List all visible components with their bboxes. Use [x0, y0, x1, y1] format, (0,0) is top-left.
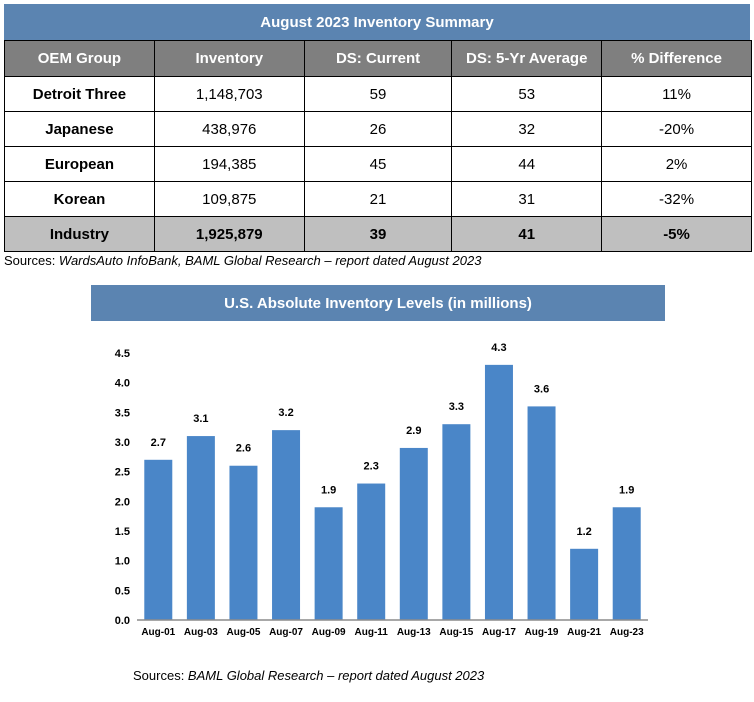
data-label: 1.9	[321, 484, 336, 496]
data-label: 2.3	[364, 461, 379, 473]
table-row: European 194,385 45 44 2%	[4, 146, 752, 182]
chart-title: U.S. Absolute Inventory Levels (in milli…	[91, 285, 665, 321]
cell-inventory: 194,385	[153, 146, 305, 182]
header-ds-current: DS: Current	[303, 40, 453, 77]
y-tick-label: 1.5	[115, 526, 130, 538]
cell-oem-group: Industry	[4, 216, 155, 252]
x-tick-label: Aug-19	[525, 627, 559, 638]
x-tick-label: Aug-05	[227, 627, 261, 638]
x-tick-label: Aug-01	[141, 627, 175, 638]
y-tick-label: 1.0	[115, 556, 130, 568]
cell-ds-5yr-average: 32	[451, 111, 603, 147]
x-tick-label: Aug-07	[269, 627, 303, 638]
bar	[357, 483, 386, 620]
cell-ds-5yr-average: 41	[451, 216, 603, 252]
bar	[272, 430, 301, 620]
table-header-row: OEM Group Inventory DS: Current DS: 5-Yr…	[4, 40, 752, 77]
cell-percent-difference: -5%	[601, 216, 752, 252]
table-title: August 2023 Inventory Summary	[4, 4, 750, 40]
cell-oem-group: European	[4, 146, 155, 182]
header-ds-5yr-average: DS: 5-Yr Average	[451, 40, 603, 77]
bar	[484, 364, 513, 620]
bar	[527, 406, 556, 620]
bar	[612, 507, 641, 620]
cell-inventory: 1,925,879	[153, 216, 305, 252]
source-prefix: Sources:	[133, 668, 188, 683]
table-row: Japanese 438,976 26 32 -20%	[4, 111, 752, 147]
y-tick-label: 3.0	[115, 437, 130, 449]
bar	[229, 465, 258, 620]
data-label: 3.3	[449, 401, 464, 413]
data-label: 3.1	[193, 413, 208, 425]
bar	[570, 548, 599, 620]
y-tick-label: 0.5	[115, 585, 130, 597]
y-tick-label: 0.0	[115, 615, 130, 627]
data-label: 2.6	[236, 443, 251, 455]
table-row: Korean 109,875 21 31 -32%	[4, 181, 752, 217]
bar	[144, 459, 173, 620]
bar	[186, 436, 215, 620]
cell-inventory: 1,148,703	[153, 76, 305, 112]
bar	[314, 507, 343, 620]
y-tick-label: 4.0	[115, 378, 130, 390]
data-label: 3.6	[534, 383, 549, 395]
source-prefix: Sources:	[4, 253, 59, 268]
cell-ds-current: 26	[303, 111, 453, 147]
x-tick-label: Aug-13	[397, 627, 431, 638]
table-total-row: Industry 1,925,879 39 41 -5%	[4, 216, 752, 252]
x-tick-label: Aug-15	[439, 627, 473, 638]
cell-ds-current: 39	[303, 216, 453, 252]
x-tick-label: Aug-09	[312, 627, 346, 638]
x-tick-label: Aug-03	[184, 627, 218, 638]
y-tick-label: 2.5	[115, 467, 130, 479]
x-tick-label: Aug-23	[610, 627, 644, 638]
data-label: 1.2	[576, 526, 591, 538]
cell-inventory: 109,875	[153, 181, 305, 217]
x-tick-label: Aug-17	[482, 627, 516, 638]
data-label: 2.7	[151, 437, 166, 449]
y-tick-label: 3.5	[115, 407, 130, 419]
cell-oem-group: Japanese	[4, 111, 155, 147]
source-text: WardsAuto InfoBank, BAML Global Research…	[58, 253, 482, 268]
bar	[399, 447, 428, 620]
source-text: BAML Global Research – report dated Augu…	[187, 668, 485, 683]
y-tick-label: 2.0	[115, 496, 130, 508]
data-label: 2.9	[406, 425, 421, 437]
y-tick-label: 4.5	[115, 348, 130, 360]
cell-ds-current: 59	[303, 76, 453, 112]
x-tick-label: Aug-11	[355, 627, 389, 638]
inventory-summary-table: OEM Group Inventory DS: Current DS: 5-Yr…	[4, 40, 752, 252]
data-label: 3.2	[278, 407, 293, 419]
x-tick-label: Aug-21	[567, 627, 601, 638]
header-oem-group: OEM Group	[4, 40, 155, 77]
chart-source-note: Sources: BAML Global Research – report d…	[133, 668, 484, 683]
data-label: 4.3	[491, 342, 506, 354]
header-percent-difference: % Difference	[601, 40, 752, 77]
data-label: 1.9	[619, 484, 634, 496]
cell-ds-5yr-average: 53	[451, 76, 603, 112]
table-source-note: Sources: WardsAuto InfoBank, BAML Global…	[4, 253, 481, 268]
cell-ds-5yr-average: 44	[451, 146, 603, 182]
bar	[442, 424, 471, 620]
